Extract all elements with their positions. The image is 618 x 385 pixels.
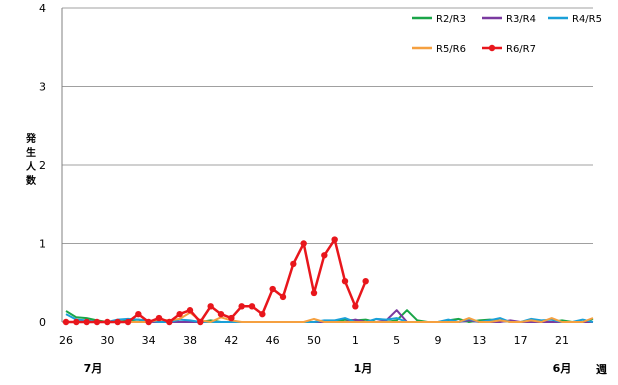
month-label: 1月 xyxy=(354,362,373,375)
x-tick-label: 1 xyxy=(352,334,359,347)
data-point xyxy=(310,289,318,297)
data-point xyxy=(124,318,132,326)
series-lines xyxy=(62,236,594,326)
legend-label: R3/R4 xyxy=(506,14,536,25)
x-tick-label: 50 xyxy=(307,334,321,347)
data-point xyxy=(155,314,163,322)
y-tick-labels: 0 1 2 3 4 xyxy=(39,2,46,329)
y-axis-label-char: 発 xyxy=(25,132,37,145)
data-point xyxy=(93,318,101,326)
x-axis-label: 週 xyxy=(596,362,607,376)
x-tick-labels: 26 30 34 38 42 46 50 1 5 9 13 17 21 xyxy=(59,334,569,347)
x-tick-label: 21 xyxy=(555,334,569,347)
data-point xyxy=(197,318,204,326)
y-axis-label-char: 人 xyxy=(26,160,37,173)
x-tick-label: 13 xyxy=(472,334,486,347)
data-point xyxy=(290,260,297,268)
y-axis-label-char: 生 xyxy=(26,146,36,159)
legend-marker xyxy=(488,44,496,52)
data-point xyxy=(62,318,70,326)
data-point xyxy=(259,310,266,318)
x-tick-label: 34 xyxy=(142,334,156,347)
gridlines xyxy=(62,7,593,244)
x-tick-label: 5 xyxy=(393,334,400,347)
y-tick-label: 0 xyxy=(39,316,46,329)
data-point xyxy=(145,318,152,326)
data-point xyxy=(352,303,359,310)
x-tick-label: 38 xyxy=(183,334,197,347)
data-point xyxy=(104,318,111,326)
x-tick-label: 30 xyxy=(100,334,114,347)
y-tick-label: 1 xyxy=(39,238,46,251)
data-point xyxy=(176,310,183,318)
x-tick-label: 46 xyxy=(266,334,280,347)
month-label: 7月 xyxy=(84,362,103,375)
data-point xyxy=(321,252,328,259)
data-point xyxy=(73,318,80,326)
month-labels: 7月 1月 6月 xyxy=(84,362,572,375)
legend: R2/R3 R3/R4 R4/R5 R5/R6 R6/R7 xyxy=(412,14,602,55)
data-point xyxy=(228,314,235,322)
data-point xyxy=(166,318,173,326)
data-point xyxy=(248,303,256,310)
data-point xyxy=(362,277,369,285)
legend-label: R5/R6 xyxy=(436,44,466,55)
legend-label: R4/R5 xyxy=(572,14,602,25)
x-tick-label: 26 xyxy=(59,334,73,347)
data-point xyxy=(279,293,287,301)
data-point xyxy=(300,240,307,247)
y-axis-label-char: 数 xyxy=(26,174,37,187)
y-tick-label: 3 xyxy=(39,81,46,94)
data-point xyxy=(186,307,194,314)
data-point xyxy=(207,303,214,310)
data-point xyxy=(341,277,349,285)
data-point xyxy=(238,303,245,310)
x-tick-label: 9 xyxy=(435,334,442,347)
data-point xyxy=(114,318,121,326)
y-tick-label: 4 xyxy=(39,2,46,15)
data-point xyxy=(331,236,338,243)
data-point xyxy=(135,310,142,318)
y-tick-label: 2 xyxy=(39,159,46,172)
legend-label: R6/R7 xyxy=(506,44,536,55)
data-point xyxy=(269,285,276,293)
data-point xyxy=(217,310,225,318)
x-tick-label: 42 xyxy=(224,334,238,347)
x-tick-label: 17 xyxy=(514,334,528,347)
data-point xyxy=(83,318,90,326)
month-label: 6月 xyxy=(553,362,572,375)
legend-label: R2/R3 xyxy=(436,14,466,25)
